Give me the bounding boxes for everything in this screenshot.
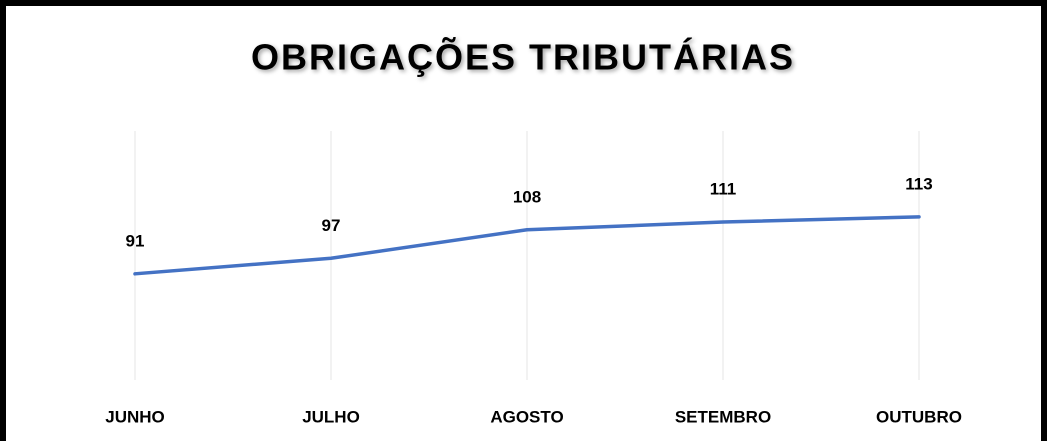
data-label: 91 bbox=[126, 231, 145, 250]
x-tick-label: JULHO bbox=[302, 407, 360, 426]
chart-title: OBRIGAÇÕES TRIBUTÁRIAS bbox=[251, 36, 795, 78]
x-tick-label: JUNHO bbox=[105, 407, 165, 426]
x-tick-label: SETEMBRO bbox=[675, 407, 771, 426]
data-label: 113 bbox=[905, 174, 932, 193]
data-label: 97 bbox=[322, 216, 341, 235]
x-tick-label: OUTUBRO bbox=[876, 407, 962, 426]
data-label: 111 bbox=[710, 179, 737, 198]
x-tick-label: AGOSTO bbox=[490, 407, 563, 426]
line bbox=[133, 215, 921, 276]
data-label: 108 bbox=[513, 187, 541, 206]
